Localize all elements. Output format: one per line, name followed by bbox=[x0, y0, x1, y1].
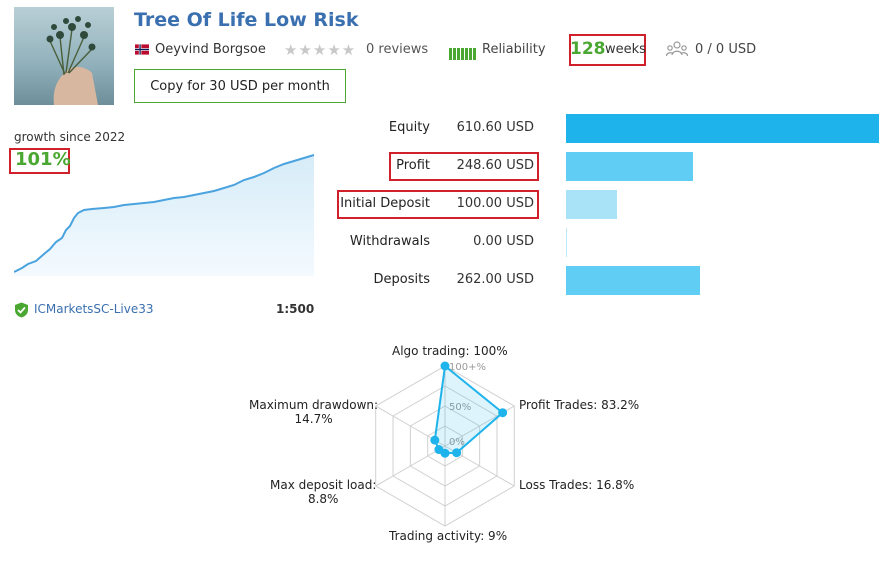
radar-axis-label: Profit Trades: 83.2% bbox=[519, 398, 639, 412]
growth-line bbox=[14, 154, 315, 273]
initial-deposit-highlight-box bbox=[337, 190, 539, 219]
leverage-value: 1:500 bbox=[276, 302, 315, 316]
radar-axis-label-line: 14.7% bbox=[294, 412, 333, 426]
verified-shield-icon bbox=[15, 302, 28, 318]
fin-bar-initial-deposit bbox=[566, 190, 617, 219]
radar-axis-label: Algo trading: 100% bbox=[392, 344, 508, 358]
radar-axis-label-line: Profit Trades: 83.2% bbox=[519, 398, 640, 412]
radar-scale-label: 50% bbox=[449, 402, 471, 413]
radar-point bbox=[440, 361, 450, 371]
subscribers-icon bbox=[666, 41, 688, 57]
copy-subscribe-button[interactable]: Copy for 30 USD per month bbox=[134, 69, 346, 103]
radar-axis-label: Max deposit load: 8.8% bbox=[270, 478, 376, 506]
radar-scale-label: 0% bbox=[449, 437, 465, 448]
fin-bar-deposits bbox=[566, 266, 700, 295]
fin-value-deposits: 262.00 USD bbox=[456, 272, 534, 287]
fin-label-deposits: Deposits bbox=[373, 272, 430, 287]
rating-stars-icon: ★★★★★ bbox=[284, 41, 357, 59]
strategy-title[interactable]: Tree Of Life Low Risk bbox=[134, 9, 359, 31]
fin-label-withdrawals: Withdrawals bbox=[349, 234, 430, 249]
weeks-value: 128 bbox=[570, 39, 606, 59]
fin-value-withdrawals: 0.00 USD bbox=[473, 234, 534, 249]
profit-highlight-box bbox=[389, 152, 539, 181]
growth-highlight-box bbox=[9, 148, 70, 174]
radar-point bbox=[430, 435, 440, 445]
strategy-avatar bbox=[14, 7, 114, 105]
subscribers-value: 0 / 0 USD bbox=[695, 42, 757, 57]
growth-chart bbox=[14, 154, 315, 276]
radar-axis-label-line: Algo trading: 100% bbox=[392, 344, 508, 358]
radar-axis-label-line: 8.8% bbox=[307, 492, 339, 506]
reliability-bars-icon bbox=[449, 45, 477, 60]
fin-bar-profit bbox=[566, 152, 693, 181]
reviews-count[interactable]: 0 reviews bbox=[366, 42, 429, 57]
fin-value-initial-deposit: 100.00 USD bbox=[456, 196, 534, 211]
radar-axis-label: Trading activity: 9% bbox=[389, 529, 507, 543]
radar-point bbox=[434, 445, 444, 455]
radar-axis-label-line: Max deposit load: bbox=[270, 478, 377, 492]
fin-label-initial-deposit: Initial Deposit bbox=[340, 196, 430, 211]
radar-point bbox=[452, 448, 462, 458]
fin-label-equity: Equity bbox=[388, 120, 430, 135]
fin-label-profit: Profit bbox=[396, 158, 430, 173]
radar-axis-label-line: Loss Trades: 16.8% bbox=[519, 478, 635, 492]
growth-value: 101% bbox=[15, 149, 71, 170]
radar-axis-label: Maximum drawdown: 14.7% bbox=[249, 398, 378, 426]
radar-axis-label-line: Trading activity: 9% bbox=[389, 529, 508, 543]
weeks-highlight-box bbox=[569, 34, 646, 66]
fin-bar-withdrawals bbox=[566, 228, 567, 257]
radar-scale-label: 100+% bbox=[449, 362, 486, 373]
fin-value-profit: 248.60 USD bbox=[456, 158, 534, 173]
radar-value-polygon bbox=[433, 364, 505, 455]
norway-flag-icon bbox=[135, 44, 149, 55]
radar-point bbox=[498, 408, 508, 418]
growth-area bbox=[14, 155, 314, 276]
radar-chart: 100+% 50% 0% bbox=[375, 361, 515, 527]
fin-value-equity: 610.60 USD bbox=[456, 120, 534, 135]
author-name[interactable]: Oeyvind Borgsoe bbox=[155, 42, 266, 57]
fin-bar-equity bbox=[566, 114, 879, 143]
broker-server-link[interactable]: ICMarketsSC-Live33 bbox=[34, 302, 154, 316]
radar-axis-label: Loss Trades: 16.8% bbox=[519, 478, 634, 492]
radar-grid-spoke bbox=[375, 445, 446, 487]
weeks-label: weeks bbox=[605, 42, 646, 57]
reliability-label: Reliability bbox=[482, 42, 546, 57]
radar-axis-label-line: Maximum drawdown: bbox=[249, 398, 379, 412]
growth-label: growth since 2022 bbox=[14, 130, 126, 144]
